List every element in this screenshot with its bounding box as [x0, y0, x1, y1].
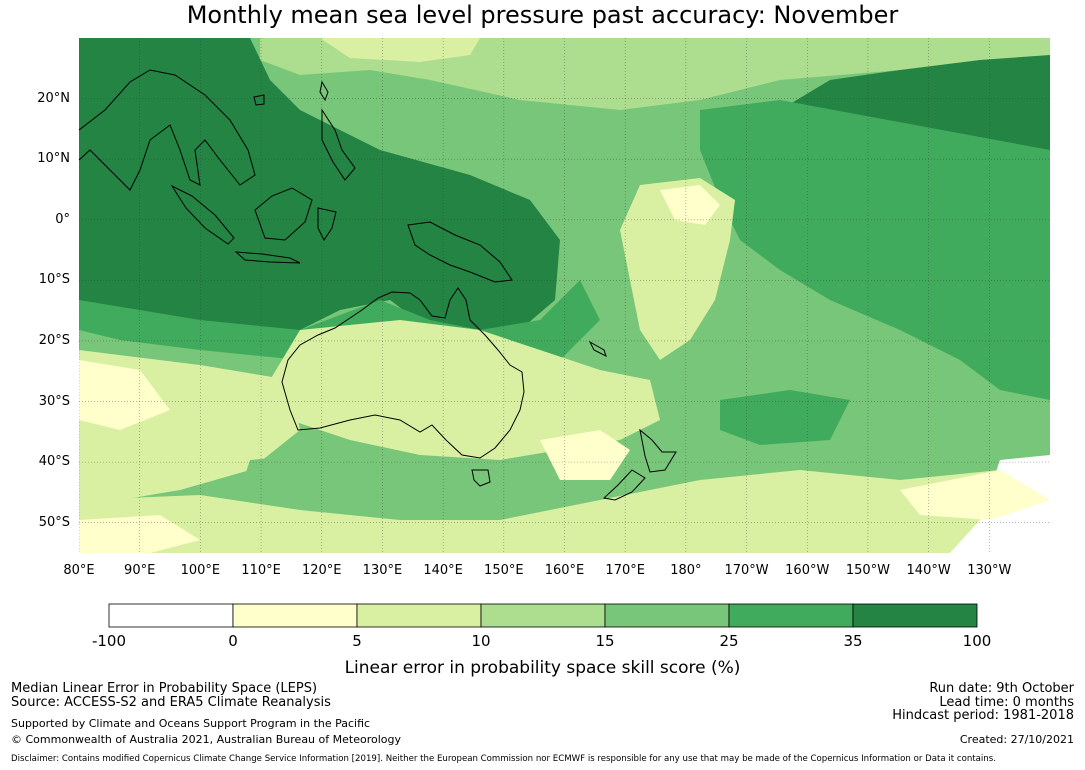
colorbar-bin — [232, 603, 358, 628]
longitude-label: 140°W — [906, 563, 951, 578]
philippines-coastline — [321, 108, 356, 181]
latitude-label: 10°S — [38, 272, 70, 288]
colorbar-bin — [852, 603, 978, 628]
latitude-label: 20°N — [37, 90, 70, 106]
colorbar-bin — [604, 603, 730, 628]
longitude-label: 130°W — [967, 563, 1012, 578]
longitude-label: 180° — [670, 563, 702, 578]
graticule — [79, 38, 1050, 553]
latitude-label: 0° — [55, 211, 70, 227]
longitude-label: 160°W — [785, 563, 830, 578]
colorbar-bin — [728, 603, 854, 628]
footer-run-date: Run date: 9th October — [929, 681, 1074, 696]
colorbar-tick-label: 0 — [228, 632, 238, 650]
colorbar — [108, 603, 978, 628]
region-southeast-medium — [720, 390, 850, 445]
region-southeast-pale — [900, 470, 1050, 520]
new-zealand-south-coastline — [602, 469, 646, 501]
australia-coastline — [281, 287, 525, 459]
region-pacific-pale — [620, 178, 735, 360]
tasmania-coastline — [471, 469, 491, 487]
chart-title: Monthly mean sea level pressure past acc… — [186, 1, 899, 29]
latitude-label: 30°S — [38, 393, 70, 409]
colorbar-tick-label: 5 — [352, 632, 362, 650]
new-zealand-north-coastline — [639, 428, 677, 473]
region-southwest-palest — [79, 360, 170, 430]
footer-lead-time: Lead time: 0 months — [939, 695, 1074, 710]
latitude-label: 20°S — [38, 332, 70, 348]
sulawesi-coastline — [317, 207, 337, 241]
region-australia-pale — [270, 320, 660, 460]
region-north-lightest — [320, 38, 480, 62]
colorbar-tick-label: 25 — [719, 632, 739, 650]
region-east-medium — [700, 100, 1050, 400]
footer-created: Created: 27/10/2021 — [959, 733, 1074, 746]
asia-mainland-coastline — [78, 69, 256, 191]
longitude-label: 120°E — [301, 563, 342, 578]
footer-hindcast-period: Hindcast period: 1981-2018 — [892, 708, 1074, 723]
colorbar-tick-label: -100 — [91, 632, 127, 650]
footer-method: Median Linear Error in Probability Space… — [11, 681, 318, 696]
footer-copyright: © Commonwealth of Australia 2021, Austra… — [11, 733, 401, 746]
longitude-label: 170°W — [724, 563, 769, 578]
taiwan-coastline — [319, 80, 329, 102]
colorbar-tick-label: 100 — [962, 632, 992, 650]
longitude-label: 90°E — [124, 563, 156, 578]
latitude-label: 10°N — [37, 151, 70, 167]
longitude-label: 80°E — [63, 563, 95, 578]
colorbar-tick-label: 35 — [843, 632, 863, 650]
longitude-label: 150°W — [845, 563, 891, 578]
longitude-label: 150°E — [484, 563, 524, 578]
new-caledonia-coastline — [588, 340, 607, 357]
longitude-label: 140°E — [423, 563, 463, 578]
region-tasman-pale — [540, 430, 630, 480]
longitude-label: 170°E — [605, 563, 645, 578]
longitude-label: 130°E — [362, 563, 403, 578]
colorbar-tick-label: 15 — [595, 632, 615, 650]
footer-support: Supported by Climate and Oceans Support … — [11, 717, 371, 730]
colorbar-label: Linear error in probability space skill … — [344, 658, 741, 678]
hainan-coastline — [253, 94, 265, 106]
colorbar-tick-label: 10 — [471, 632, 491, 650]
longitude-label: 110°E — [241, 563, 281, 578]
skill-field — [79, 38, 1050, 553]
colorbar-bin — [108, 603, 234, 628]
borneo-coastline — [254, 187, 313, 241]
longitude-label: 100°E — [180, 563, 221, 578]
region-maritime-dark — [79, 38, 560, 350]
colorbar-bin — [480, 603, 606, 628]
coastlines — [78, 69, 677, 501]
longitude-label: 160°E — [544, 563, 585, 578]
region-south-medium — [240, 450, 560, 520]
latitude-label: 50°S — [38, 514, 70, 530]
latitude-label: 40°S — [38, 454, 70, 470]
footer-disclaimer: Disclaimer: Contains modified Copernicus… — [11, 754, 996, 764]
sumatra-coastline — [170, 184, 235, 245]
new-guinea-coastline — [407, 221, 513, 283]
region-pacific-palest — [660, 185, 720, 225]
java-coastline — [234, 251, 301, 264]
footer-source: Source: ACCESS-S2 and ERA5 Climate Reana… — [11, 695, 331, 710]
region-far-south-pale — [79, 460, 1050, 553]
colorbar-bin — [356, 603, 482, 628]
